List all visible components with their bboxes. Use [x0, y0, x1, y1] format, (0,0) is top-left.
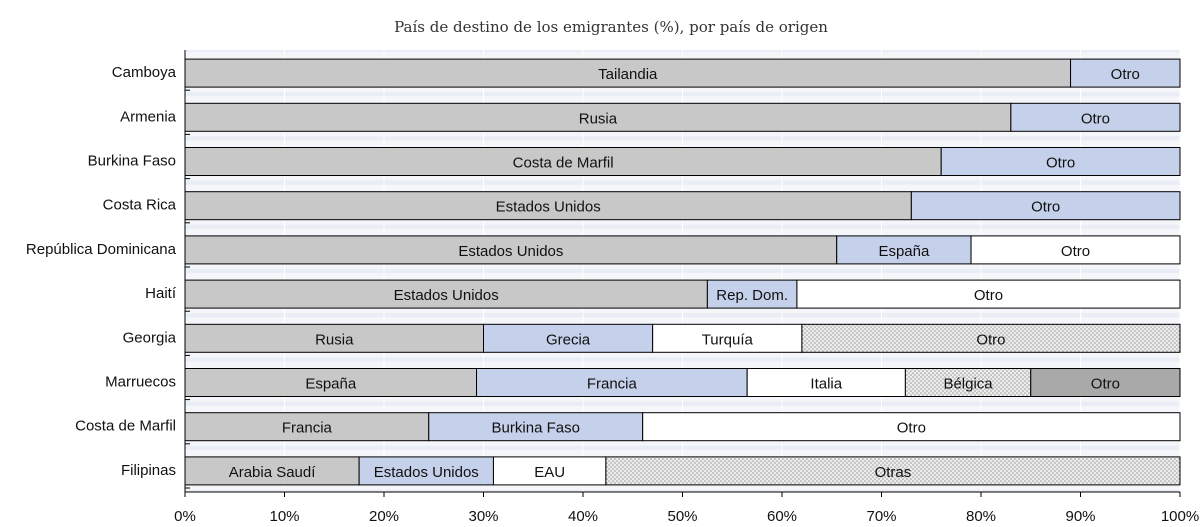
- x-tick-label: 70%: [866, 508, 896, 525]
- bar-segment: [184, 368, 478, 397]
- y-tick-label: Filipinas: [121, 462, 176, 479]
- segment-label: Grecia: [546, 331, 591, 348]
- segment-label: Rusia: [315, 331, 354, 348]
- segment-label: Otro: [974, 287, 1003, 304]
- segment-label: Tailandia: [598, 66, 658, 83]
- segment-label: Francia: [282, 420, 333, 437]
- bar-segment: [184, 191, 912, 221]
- bar-segment: [184, 412, 430, 442]
- segment-label: Otro: [897, 420, 926, 437]
- segment-label: Arabia Saudí: [229, 464, 317, 481]
- x-tick-label: 0%: [174, 508, 196, 525]
- bar-segment: [796, 279, 1181, 309]
- bar-segment: [801, 323, 1181, 353]
- segment-label: Bélgica: [943, 375, 993, 392]
- bar-segment: [184, 58, 1072, 88]
- bar-segment: [184, 456, 360, 486]
- segment-label: Costa de Marfil: [513, 154, 614, 171]
- segment-label: Otro: [1061, 243, 1090, 260]
- bar-segment: [970, 235, 1181, 265]
- x-tick-label: 100%: [1161, 508, 1199, 525]
- segment-label: Rep. Dom.: [716, 287, 788, 304]
- y-tick-label: República Dominicana: [26, 241, 177, 258]
- bar-segment: [605, 456, 1181, 486]
- bar-segment: [706, 279, 798, 309]
- segment-label: EAU: [534, 464, 565, 481]
- bar-segment: [184, 147, 942, 176]
- x-tick-label: 10%: [269, 508, 299, 525]
- y-tick-label: Marruecos: [105, 373, 176, 390]
- segment-label: Otro: [1031, 199, 1060, 216]
- segment-label: Otro: [1111, 66, 1140, 83]
- bar-segment: [1030, 368, 1181, 397]
- segment-label: Otro: [1046, 154, 1075, 171]
- y-tick-label: Costa Rica: [103, 197, 177, 214]
- segment-label: Otro: [1081, 110, 1110, 127]
- bar-segment: [1010, 102, 1181, 132]
- segment-label: Estados Unidos: [496, 199, 601, 216]
- bar-segment: [642, 412, 1181, 442]
- y-tick-label: Camboya: [112, 64, 177, 81]
- x-tick-label: 80%: [966, 508, 996, 525]
- y-tick-label: Armenia: [120, 108, 177, 125]
- segment-label: España: [878, 243, 930, 260]
- segment-label: Italia: [810, 375, 842, 392]
- segment-label: Estados Unidos: [458, 243, 563, 260]
- x-tick-label: 30%: [468, 508, 498, 525]
- bar-segment: [652, 323, 803, 353]
- y-tick-label: Haití: [145, 285, 177, 302]
- bar-segment: [910, 191, 1181, 221]
- bar-segment: [836, 235, 972, 265]
- x-tick-label: 20%: [369, 508, 399, 525]
- segment-label: Rusia: [579, 110, 618, 127]
- x-tick-label: 40%: [568, 508, 598, 525]
- x-tick-label: 50%: [667, 508, 697, 525]
- segment-label: Francia: [587, 375, 638, 392]
- segment-label: Otro: [976, 331, 1005, 348]
- segment-label: España: [305, 375, 357, 392]
- y-tick-label: Georgia: [123, 329, 177, 346]
- bar-segment: [358, 456, 494, 486]
- bar-segment: [428, 412, 644, 442]
- bar-segment: [476, 368, 748, 397]
- bar-segment: [184, 323, 484, 353]
- segment-label: Otras: [875, 464, 912, 481]
- x-tick-label: 60%: [767, 508, 797, 525]
- bar-segment: [483, 323, 654, 353]
- x-tick-label: 90%: [1065, 508, 1095, 525]
- segment-label: Otro: [1091, 375, 1120, 392]
- y-tick-label: Burkina Faso: [88, 152, 176, 169]
- segment-label: Estados Unidos: [394, 287, 499, 304]
- segment-label: Burkina Faso: [492, 420, 580, 437]
- segment-label: Estados Unidos: [374, 464, 479, 481]
- chart-subtitle: País de destino de los emigrantes (%), p…: [394, 18, 828, 36]
- y-tick-label: Costa de Marfil: [75, 418, 176, 435]
- segment-label: Turquía: [702, 331, 754, 348]
- bar-segment: [940, 147, 1181, 176]
- bar-segment: [904, 368, 1032, 397]
- bar-segment: [746, 368, 906, 397]
- bar-segment: [1070, 58, 1181, 88]
